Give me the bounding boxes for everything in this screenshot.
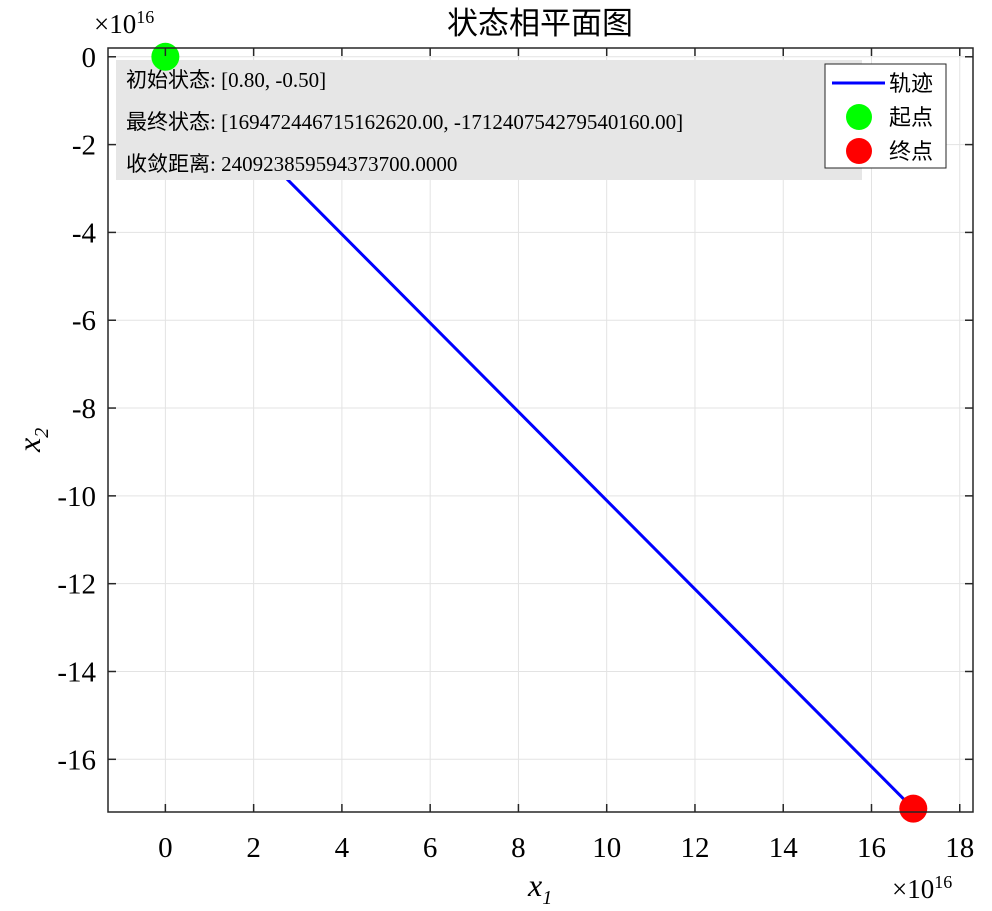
y-tick-label--4: -4	[72, 217, 97, 249]
legend[interactable]: 轨迹 起点 终点	[824, 63, 947, 169]
legend-label-trajectory: 轨迹	[889, 71, 933, 96]
x-axis-label: x1	[527, 867, 552, 909]
x-tick-label-18: 18	[945, 832, 974, 864]
legend-label-start: 起点	[889, 105, 933, 130]
ticks-layer: 0 2 4 6 8 10 12 14 16 18 0 -2 -4 -6 -8 -10 -12 -14 -16	[57, 42, 974, 864]
marker-start-point	[151, 42, 180, 71]
x-tick-label-14: 14	[769, 832, 799, 864]
x-exponent-label: ×1016	[892, 872, 952, 904]
y-tick-label-0: 0	[82, 42, 97, 74]
annotation-final-state: 最终状态: [169472446715162620.00, -171240754…	[126, 110, 683, 134]
chart-title: 状态相平面图	[447, 6, 633, 41]
plot-frame	[107, 47, 974, 813]
x-exponent-power: 16	[934, 872, 952, 892]
annotation-background	[116, 60, 862, 180]
x-axis-label-main: x	[527, 867, 542, 903]
x-tick-label-10: 10	[592, 832, 621, 864]
x-tick-label-16: 16	[857, 832, 886, 864]
x-tick-label-12: 12	[680, 832, 709, 864]
y-tick-label--12: -12	[57, 569, 96, 601]
y-tick-label--6: -6	[72, 305, 96, 337]
legend-box	[824, 63, 947, 169]
y-axis-label-sub: 2	[31, 428, 53, 438]
y-axis-label-main: x	[11, 438, 47, 453]
y-tick-label--2: -2	[72, 130, 96, 162]
x-tick-label-2: 2	[246, 832, 261, 864]
series-line-trajectory	[164, 55, 915, 810]
series-layer	[164, 55, 915, 810]
y-exponent-power: 16	[136, 7, 154, 27]
annotation-initial-state: 初始状态: [0.80, -0.50]	[126, 68, 326, 92]
legend-label-end: 终点	[889, 139, 933, 164]
y-axis-label: x2	[11, 428, 53, 453]
x-tick-label-0: 0	[158, 832, 173, 864]
legend-marker-end	[846, 138, 872, 164]
y-tick-label--10: -10	[57, 481, 96, 513]
x-tick-label-4: 4	[335, 832, 350, 864]
annotation-box: 初始状态: [0.80, -0.50] 最终状态: [1694724467151…	[116, 60, 862, 180]
x-tick-label-6: 6	[423, 832, 438, 864]
x-exponent-base: ×10	[892, 874, 934, 904]
y-tick-label--8: -8	[72, 393, 96, 425]
y-tick-label--16: -16	[57, 744, 96, 776]
x-axis-label-sub: 1	[542, 887, 552, 909]
y-tick-label--14: -14	[57, 656, 96, 688]
legend-marker-start	[846, 104, 872, 130]
markers-layer	[151, 42, 928, 823]
y-exponent-base: ×10	[94, 9, 136, 39]
y-exponent-label: ×1016	[94, 7, 154, 39]
annotation-convergence-distance: 收敛距离: 240923859594373700.0000	[126, 152, 457, 176]
x-tick-label-8: 8	[511, 832, 526, 864]
marker-end-point	[899, 794, 928, 823]
